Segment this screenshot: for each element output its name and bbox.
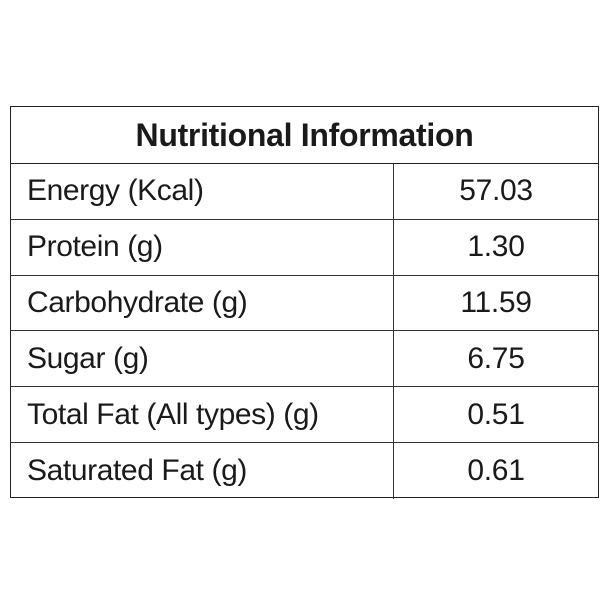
table-row-carbohydrate: Carbohydrate (g) 11.59 [11, 275, 598, 332]
row-label: Protein (g) [11, 219, 394, 275]
row-label: Carbohydrate (g) [11, 275, 394, 331]
table-body: Energy (Kcal) 57.03 Protein (g) 1.30 Car… [11, 164, 598, 499]
row-label: Sugar (g) [11, 331, 394, 387]
table-row-protein: Protein (g) 1.30 [11, 219, 598, 276]
table-header: Nutritional Information [11, 107, 598, 164]
row-value: 0.51 [467, 397, 525, 431]
table-row-total-fat: Total Fat (All types) (g) 0.51 [11, 387, 598, 443]
row-value: 6.75 [467, 341, 525, 375]
row-label: Saturated Fat (g) [11, 442, 394, 499]
table-row-saturated-fat: Saturated Fat (g) 0.61 [11, 442, 598, 499]
row-value: 1.30 [467, 230, 525, 264]
row-label: Total Fat (All types) (g) [11, 387, 394, 442]
row-value: 11.59 [460, 285, 532, 319]
row-label: Energy (Kcal) [11, 164, 394, 219]
nutrition-table: Nutritional Information Energy (Kcal) 57… [10, 106, 599, 499]
row-value: 0.61 [467, 453, 525, 487]
table-title: Nutritional Information [135, 116, 474, 153]
row-value: 57.03 [459, 174, 533, 208]
table-row-energy: Energy (Kcal) 57.03 [11, 164, 598, 220]
table-row-sugar: Sugar (g) 6.75 [11, 331, 598, 388]
